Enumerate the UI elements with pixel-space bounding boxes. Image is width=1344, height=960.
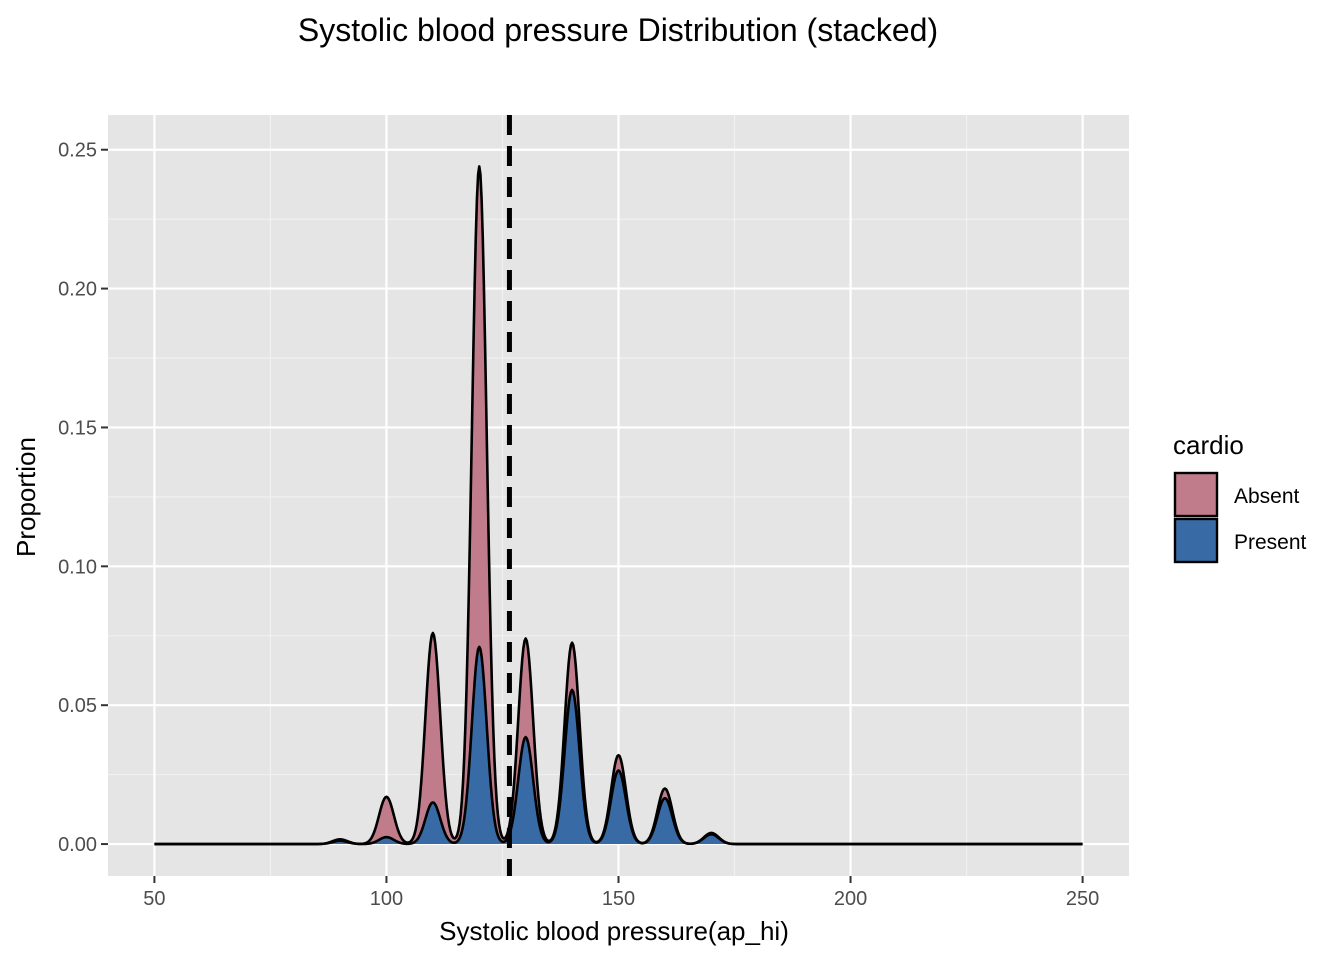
y-axis: 0.00 0.05 0.10 0.15 0.20 0.25 [58, 140, 108, 856]
y-tick-label: 0.20 [58, 279, 97, 301]
x-tick-label: 100 [370, 888, 403, 910]
legend: cardio Absent Present [1173, 430, 1307, 564]
x-tick-label: 200 [834, 888, 867, 910]
density-areas [154, 165, 1083, 846]
legend-items: Absent Present [1173, 471, 1307, 564]
y-axis-title: Proportion [11, 437, 41, 557]
x-axis: 50 100 150 200 250 [143, 876, 1099, 910]
x-tick-label: 150 [602, 888, 635, 910]
x-tick-label: 250 [1066, 888, 1099, 910]
y-tick-label: 0.05 [58, 695, 97, 717]
major-gridlines [108, 115, 1129, 876]
legend-label-absent: Absent [1234, 485, 1300, 508]
legend-title: cardio [1173, 430, 1244, 460]
legend-key-present [1173, 517, 1219, 564]
legend-label-present: Present [1234, 531, 1307, 554]
y-tick-label: 0.10 [58, 556, 97, 578]
y-tick-label: 0.15 [58, 417, 97, 439]
x-axis-title: Systolic blood pressure(ap_hi) [439, 916, 789, 946]
chart-title: Systolic blood pressure Distribution (st… [298, 12, 938, 48]
y-tick-label: 0.00 [58, 834, 97, 856]
x-tick-label: 50 [143, 888, 165, 910]
area-present [154, 646, 1083, 845]
line-present-top [154, 645, 1083, 846]
legend-key-absent [1173, 471, 1219, 518]
y-tick-label: 0.25 [58, 140, 97, 162]
